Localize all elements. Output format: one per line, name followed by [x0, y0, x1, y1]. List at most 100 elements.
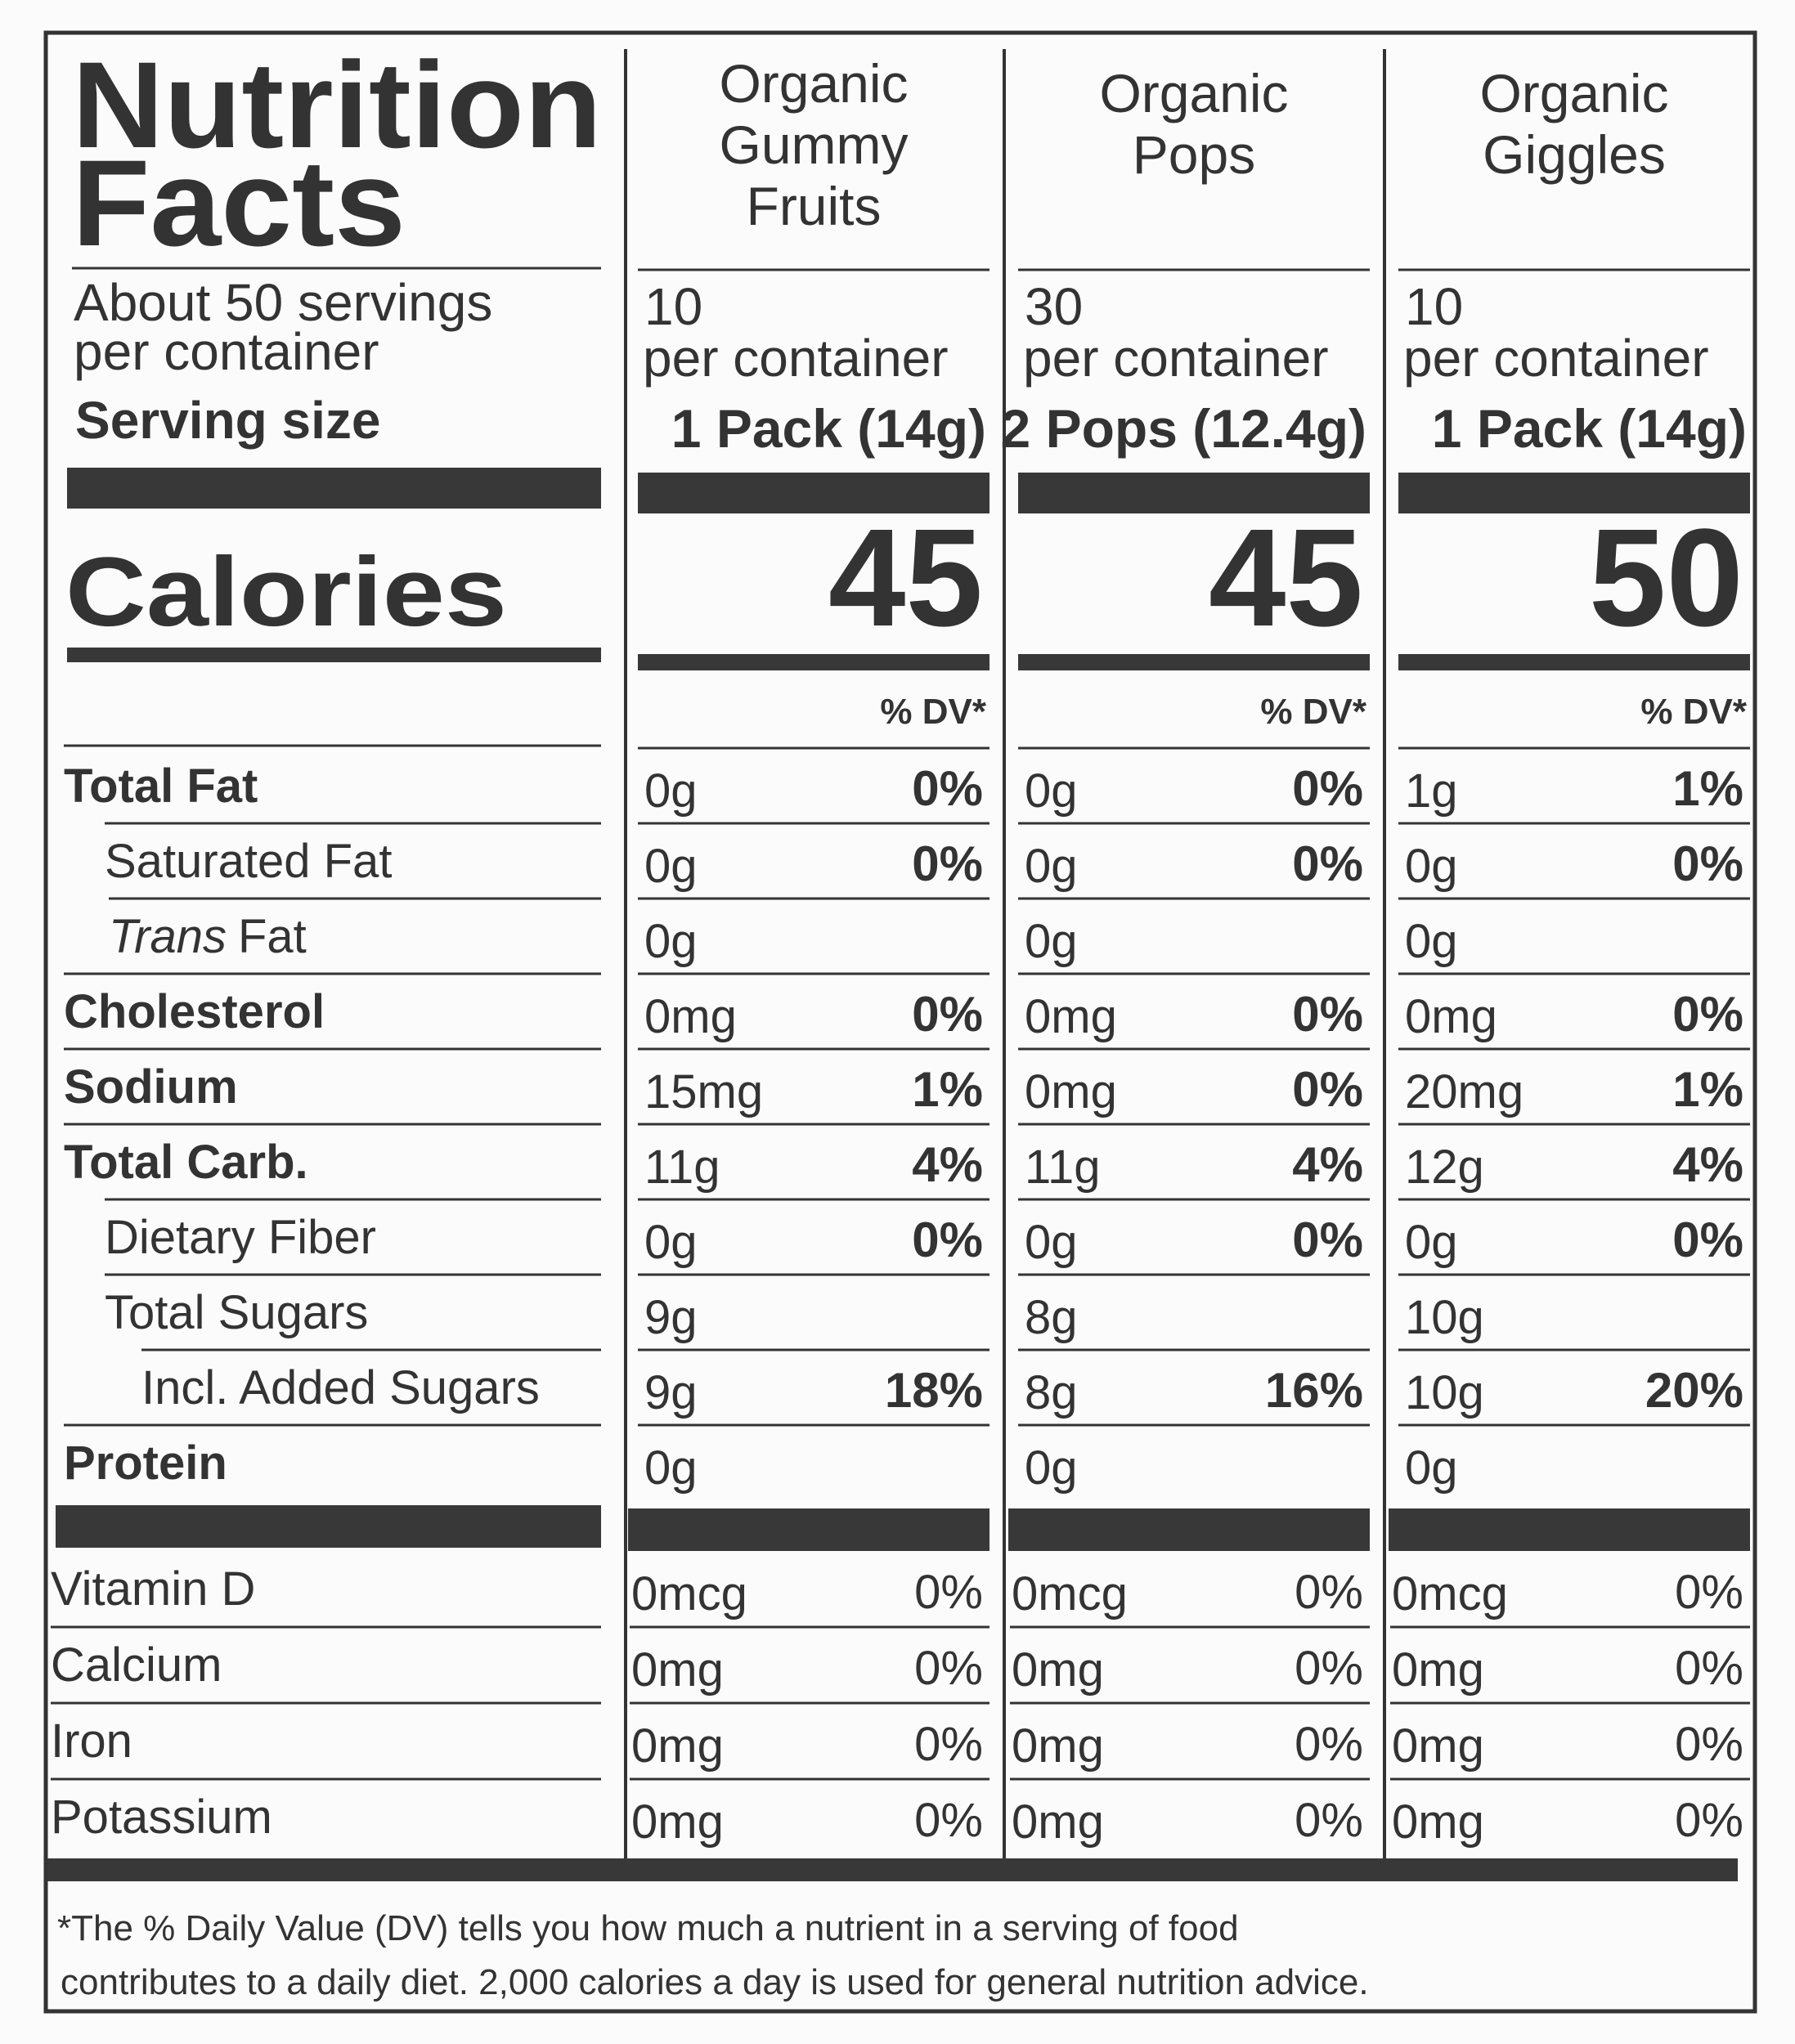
rule-bar [1398, 473, 1750, 513]
rule-bar [1018, 654, 1370, 670]
daily-value: 1% [1672, 1062, 1743, 1117]
product-name: Organic [1479, 63, 1668, 123]
daily-value: 0% [1675, 1794, 1743, 1847]
amount: 11g [644, 1141, 720, 1194]
calories-value: 50 [1589, 500, 1743, 656]
calories-value: 45 [828, 500, 983, 656]
nutrient-label-italic: Trans [109, 910, 227, 963]
rule-bar [1008, 1508, 1370, 1551]
nutrient-label: Cholesterol [64, 985, 325, 1038]
daily-value: 0% [912, 1213, 983, 1267]
nutrient-label-text: Total Fat [64, 760, 258, 813]
daily-value: 0% [914, 1642, 983, 1695]
amount: 15mg [644, 1065, 763, 1118]
daily-value: 0% [1672, 836, 1743, 891]
amount: 0g [1405, 840, 1458, 893]
nutrient-label-text: Sodium [64, 1060, 238, 1114]
amount: 0mg [1012, 1719, 1104, 1773]
daily-value: 18% [885, 1363, 983, 1418]
amount: 0mcg [1392, 1567, 1508, 1620]
daily-value: 0% [1672, 1213, 1743, 1267]
amount: 9g [644, 1366, 698, 1419]
daily-value: 4% [912, 1137, 983, 1192]
nutrient-label: Saturated Fat [105, 835, 392, 888]
daily-value: 0% [914, 1718, 983, 1771]
amount: 0mcg [1012, 1567, 1128, 1620]
nutrient-label: Protein [64, 1437, 227, 1490]
daily-value: 4% [1672, 1137, 1743, 1192]
amount: 0mg [644, 990, 737, 1043]
amount: 0g [1025, 840, 1078, 893]
amount: 0g [1025, 1441, 1078, 1495]
product-name: Fruits [747, 176, 882, 236]
amount: 0mg [631, 1719, 724, 1773]
servings-unit: per container [1023, 329, 1329, 388]
calories-value: 45 [1209, 500, 1363, 656]
amount: 8g [1025, 1366, 1078, 1419]
daily-value: 16% [1265, 1363, 1363, 1418]
rule-bar [67, 648, 601, 662]
daily-value: 20% [1645, 1363, 1743, 1418]
vitamin-label: Calcium [51, 1638, 222, 1692]
amount: 10g [1405, 1291, 1484, 1344]
daily-value: 0% [1292, 987, 1363, 1042]
daily-value: 0% [1295, 1566, 1363, 1619]
rule-bar [47, 1858, 1738, 1881]
nutrient-label: Trans Fat [109, 910, 307, 963]
rule-bar [67, 468, 601, 509]
daily-value: 0% [1295, 1642, 1363, 1695]
vitamin-label: Potassium [51, 1791, 272, 1844]
vitamin-label: Iron [51, 1715, 132, 1768]
daily-value: 0% [1292, 1213, 1363, 1267]
rule-bar [1398, 654, 1750, 670]
amount: 0mg [1392, 1795, 1484, 1849]
servings-count: 10 [1405, 277, 1463, 336]
amount: 8g [1025, 1291, 1078, 1344]
nutrient-label-text: Saturated Fat [105, 835, 392, 888]
amount: 0g [644, 1441, 698, 1495]
nutrient-label: Sodium [64, 1060, 238, 1114]
serving-size: 1 Pack (14g) [671, 398, 986, 459]
daily-value: 0% [1295, 1794, 1363, 1847]
amount: 0g [1025, 1216, 1078, 1269]
amount: 12g [1405, 1141, 1484, 1194]
footnote: *The % Daily Value (DV) tells you how mu… [57, 1908, 1239, 1948]
daily-value: 0% [1675, 1566, 1743, 1619]
amount: 0g [1025, 764, 1078, 818]
amount: 0g [644, 840, 698, 893]
daily-value: 0% [1672, 987, 1743, 1042]
serving-size: 2 Pops (12.4g) [1001, 398, 1366, 459]
title: Facts [72, 134, 406, 271]
daily-value: 0% [912, 987, 983, 1042]
rule-bar [1389, 1508, 1750, 1551]
footnote: contributes to a daily diet. 2,000 calor… [61, 1962, 1369, 2002]
daily-value: 0% [914, 1794, 983, 1847]
outer-border [43, 30, 1757, 2014]
nutrient-label-text: Dietary Fiber [105, 1211, 376, 1264]
daily-value: 4% [1292, 1137, 1363, 1192]
amount: 0mg [1012, 1795, 1104, 1849]
daily-value: 1% [912, 1062, 983, 1117]
daily-value: 0% [1292, 761, 1363, 816]
amount: 11g [1025, 1141, 1100, 1194]
rule-bar [638, 654, 989, 670]
daily-value: 0% [912, 836, 983, 891]
amount: 0mg [1025, 990, 1117, 1043]
amount: 10g [1405, 1366, 1484, 1419]
amount: 0mg [1392, 1719, 1484, 1773]
nutrient-label: Total Fat [64, 760, 258, 813]
amount: 0g [1405, 1441, 1458, 1495]
nutrient-label: Incl. Added Sugars [141, 1361, 540, 1414]
amount: 0mg [1405, 990, 1497, 1043]
product-name: Organic [1099, 63, 1288, 123]
amount: 0g [1405, 1216, 1458, 1269]
nutrient-label: Total Sugars [105, 1286, 368, 1339]
rule-bar [638, 473, 989, 513]
amount: 0g [644, 915, 698, 968]
dv-header: % DV* [1260, 692, 1366, 732]
amount: 0mg [1025, 1065, 1117, 1118]
daily-value: 0% [1292, 836, 1363, 891]
amount: 0mcg [631, 1567, 747, 1620]
daily-value: 0% [1295, 1718, 1363, 1771]
